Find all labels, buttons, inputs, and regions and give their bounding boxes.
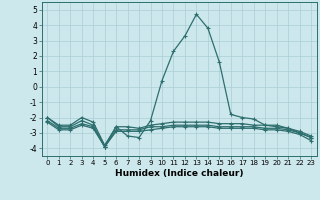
X-axis label: Humidex (Indice chaleur): Humidex (Indice chaleur) — [115, 169, 244, 178]
